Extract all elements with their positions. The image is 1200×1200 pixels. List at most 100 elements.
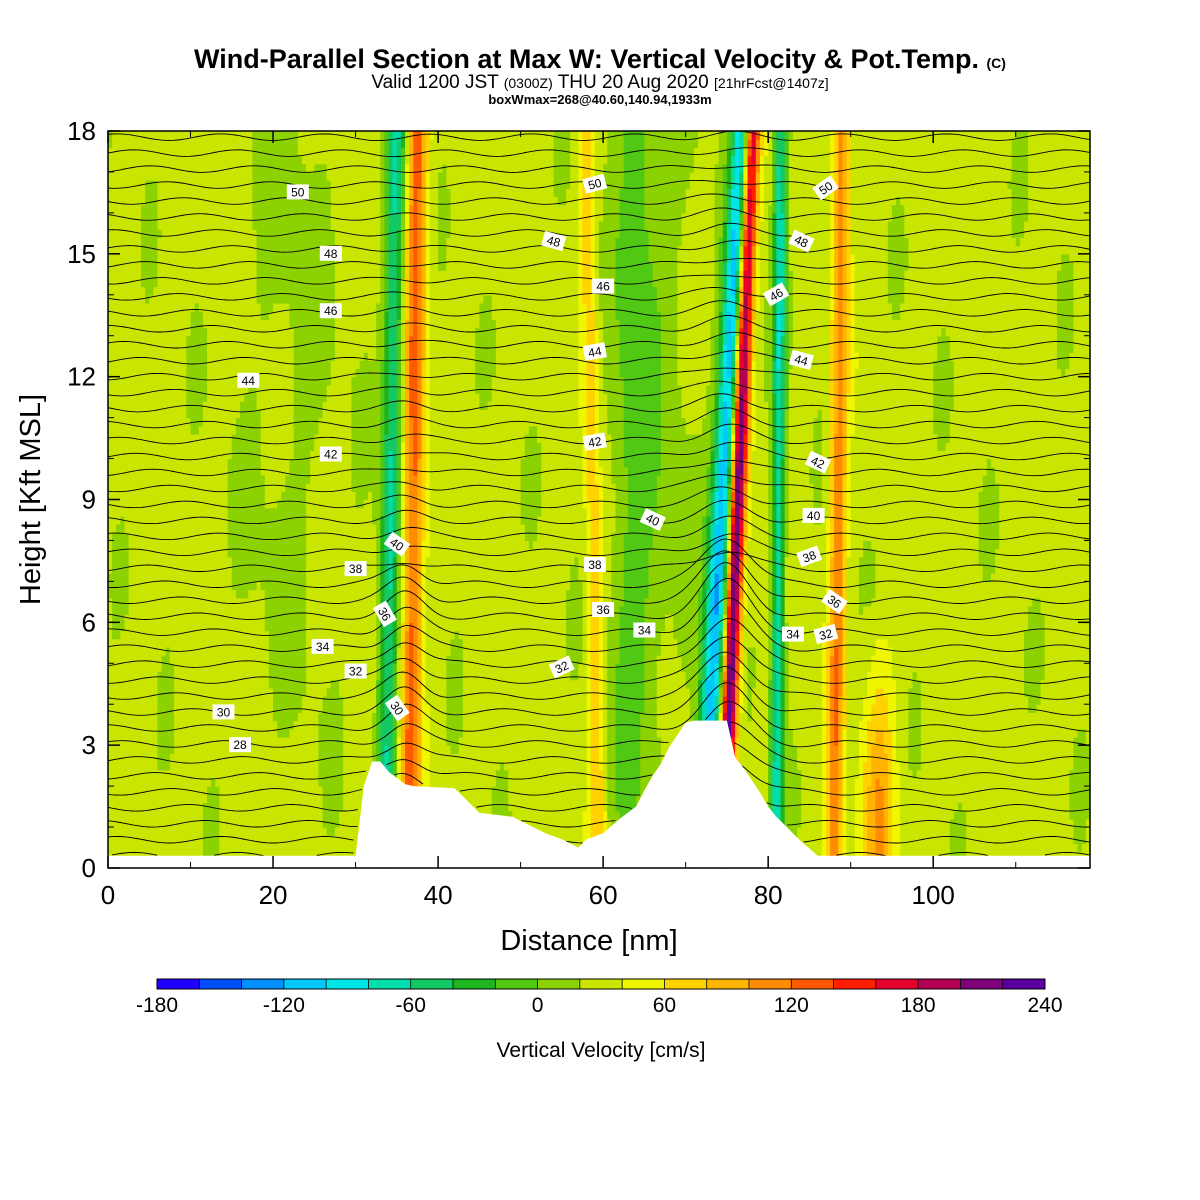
velocity-cell <box>116 565 121 574</box>
velocity-cell <box>330 163 336 173</box>
velocity-cell <box>207 139 212 148</box>
velocity-cell <box>124 491 130 501</box>
velocity-cell <box>268 818 274 828</box>
velocity-cell <box>215 507 221 517</box>
velocity-cell <box>301 212 307 222</box>
velocity-cell <box>244 589 249 599</box>
velocity-cell <box>240 777 245 787</box>
velocity-cell <box>268 728 274 738</box>
velocity-cell <box>211 237 216 247</box>
velocity-cell <box>178 294 183 304</box>
velocity-cell <box>293 728 299 738</box>
velocity-cell <box>182 204 187 214</box>
velocity-cell <box>256 638 262 648</box>
velocity-cell <box>273 229 278 239</box>
velocity-cell <box>273 810 278 820</box>
velocity-cell <box>211 614 216 623</box>
velocity-cell <box>194 204 200 214</box>
velocity-cell <box>231 663 237 673</box>
velocity-cell <box>334 786 340 795</box>
velocity-cell <box>116 736 121 746</box>
velocity-cell <box>190 466 196 476</box>
velocity-cell <box>252 352 258 361</box>
velocity-cell <box>136 171 142 181</box>
velocity-cell <box>157 794 163 804</box>
velocity-cell <box>240 483 245 492</box>
velocity-cell <box>301 384 307 394</box>
velocity-cell <box>244 540 249 550</box>
velocity-cell <box>194 630 200 640</box>
velocity-cell <box>240 384 245 394</box>
velocity-cell <box>223 630 229 640</box>
velocity-cell <box>194 368 200 378</box>
velocity-cell <box>227 139 233 148</box>
velocity-cell <box>157 540 163 550</box>
velocity-cell <box>281 704 287 714</box>
velocity-cell <box>240 605 245 615</box>
velocity-cell <box>202 605 208 615</box>
velocity-cell <box>194 491 200 501</box>
velocity-cell <box>211 433 216 443</box>
velocity-cell <box>108 180 113 189</box>
velocity-cell <box>223 409 229 419</box>
velocity-cell <box>190 393 196 402</box>
velocity-cell <box>252 180 258 189</box>
velocity-cell <box>194 311 200 320</box>
velocity-cell <box>128 687 134 697</box>
velocity-cell <box>293 687 299 697</box>
velocity-cell <box>223 425 229 435</box>
velocity-cell <box>174 524 179 533</box>
velocity-cell <box>318 581 324 591</box>
velocity-cell <box>264 311 270 320</box>
velocity-cell <box>207 794 212 804</box>
velocity-cell <box>277 745 282 754</box>
velocity-cell <box>202 524 208 533</box>
velocity-cell <box>120 663 126 673</box>
velocity-cell <box>108 376 113 386</box>
velocity-cell <box>108 483 113 492</box>
velocity-cell <box>268 163 274 173</box>
velocity-cell <box>219 589 225 599</box>
velocity-cell <box>136 524 142 533</box>
velocity-cell <box>231 827 237 836</box>
velocity-cell <box>116 663 121 673</box>
velocity-cell <box>120 401 126 411</box>
velocity-cell <box>227 515 233 525</box>
velocity-cell <box>330 237 336 247</box>
velocity-cell <box>207 515 212 525</box>
velocity-cell <box>285 221 291 230</box>
velocity-cell <box>215 131 221 140</box>
velocity-cell <box>235 540 241 550</box>
velocity-cell <box>132 499 138 509</box>
velocity-cell <box>297 139 303 148</box>
velocity-cell <box>165 581 171 591</box>
velocity-cell <box>198 786 204 795</box>
velocity-cell <box>297 311 303 320</box>
velocity-cell <box>235 286 241 296</box>
velocity-cell <box>301 835 307 845</box>
velocity-cell <box>318 360 324 370</box>
velocity-cell <box>211 786 216 795</box>
velocity-cell <box>244 638 249 648</box>
velocity-cell <box>260 745 266 754</box>
velocity-cell <box>128 704 134 714</box>
velocity-cell <box>108 270 113 279</box>
velocity-cell <box>285 663 291 673</box>
velocity-cell <box>330 474 336 484</box>
velocity-cell <box>174 810 179 820</box>
velocity-cell <box>178 745 183 754</box>
velocity-cell <box>293 270 299 279</box>
velocity-cell <box>141 401 146 411</box>
velocity-cell <box>306 245 311 255</box>
velocity-cell <box>149 597 154 607</box>
velocity-cell <box>334 769 340 779</box>
velocity-cell <box>223 532 229 542</box>
velocity-cell <box>169 663 175 673</box>
velocity-cell <box>285 499 291 509</box>
velocity-cell <box>145 425 150 435</box>
velocity-cell <box>149 761 154 771</box>
velocity-cell <box>281 687 287 697</box>
velocity-cell <box>297 605 303 615</box>
velocity-cell <box>116 679 121 689</box>
velocity-cell <box>240 270 245 279</box>
